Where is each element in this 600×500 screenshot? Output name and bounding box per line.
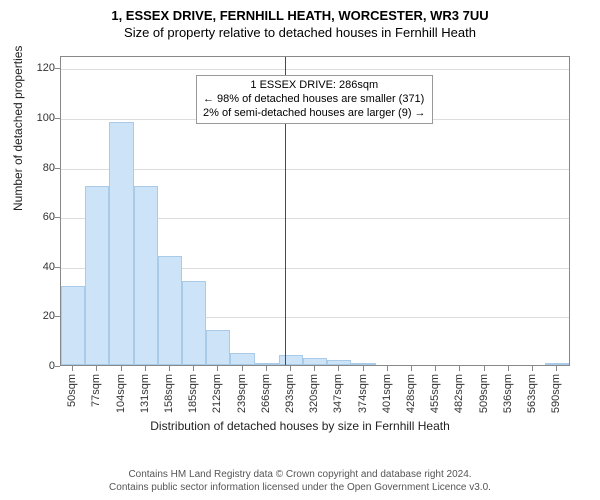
- plot-area: 1 ESSEX DRIVE: 286sqm ← 98% of detached …: [60, 56, 570, 366]
- x-axis-label: Distribution of detached houses by size …: [0, 419, 600, 433]
- histogram-bar: [109, 122, 133, 365]
- x-tick-label: 185sqm: [187, 374, 199, 413]
- y-tick-label: 20: [0, 310, 55, 322]
- x-tick-label: 455sqm: [429, 374, 441, 413]
- x-tick-label: 158sqm: [163, 374, 175, 413]
- histogram-bar: [85, 186, 109, 365]
- y-tick-label: 40: [0, 261, 55, 273]
- x-tick-mark: [459, 366, 460, 371]
- x-tick-label: 590sqm: [550, 374, 562, 413]
- y-tick-mark: [55, 118, 60, 119]
- annot-line-1: 1 ESSEX DRIVE: 286sqm: [203, 79, 426, 93]
- y-tick-mark: [55, 267, 60, 268]
- x-tick-mark: [96, 366, 97, 371]
- histogram-bar: [182, 281, 206, 365]
- histogram-bar: [61, 286, 85, 365]
- gridline: [61, 169, 569, 170]
- histogram-bar: [545, 363, 569, 365]
- x-tick-mark: [411, 366, 412, 371]
- x-tick-label: 50sqm: [66, 374, 78, 407]
- x-tick-mark: [121, 366, 122, 371]
- x-tick-label: 428sqm: [405, 374, 417, 413]
- y-tick-label: 80: [0, 162, 55, 174]
- x-tick-label: 131sqm: [139, 374, 151, 413]
- chart-title-address: 1, ESSEX DRIVE, FERNHILL HEATH, WORCESTE…: [0, 0, 600, 23]
- x-tick-mark: [508, 366, 509, 371]
- x-tick-mark: [145, 366, 146, 371]
- histogram-bar: [303, 358, 327, 365]
- footer-attribution: Contains HM Land Registry data © Crown c…: [0, 468, 600, 494]
- histogram-bar: [279, 355, 303, 365]
- histogram-bar: [206, 330, 230, 365]
- annot-line-2: ← 98% of detached houses are smaller (37…: [203, 93, 426, 107]
- histogram-bar: [327, 360, 351, 365]
- x-tick-mark: [193, 366, 194, 371]
- x-tick-label: 104sqm: [115, 374, 127, 413]
- histogram-bar: [351, 363, 375, 365]
- x-tick-label: 239sqm: [236, 374, 248, 413]
- chart-subtitle: Size of property relative to detached ho…: [0, 23, 600, 46]
- x-tick-label: 347sqm: [332, 374, 344, 413]
- histogram-bar: [134, 186, 158, 365]
- x-tick-label: 320sqm: [308, 374, 320, 413]
- annotation-box: 1 ESSEX DRIVE: 286sqm ← 98% of detached …: [196, 75, 433, 124]
- footer-line-1: Contains HM Land Registry data © Crown c…: [0, 468, 600, 481]
- y-tick-mark: [55, 316, 60, 317]
- gridline: [61, 69, 569, 70]
- y-tick-mark: [55, 68, 60, 69]
- x-tick-mark: [217, 366, 218, 371]
- x-tick-mark: [387, 366, 388, 371]
- x-tick-label: 266sqm: [260, 374, 272, 413]
- y-tick-label: 100: [0, 112, 55, 124]
- x-tick-label: 482sqm: [453, 374, 465, 413]
- histogram-bar: [230, 353, 254, 365]
- x-tick-label: 374sqm: [357, 374, 369, 413]
- x-tick-label: 212sqm: [211, 374, 223, 413]
- histogram-bar: [158, 256, 182, 365]
- x-tick-label: 293sqm: [284, 374, 296, 413]
- y-tick-mark: [55, 366, 60, 367]
- x-tick-mark: [266, 366, 267, 371]
- x-tick-mark: [435, 366, 436, 371]
- x-tick-mark: [532, 366, 533, 371]
- x-tick-label: 401sqm: [381, 374, 393, 413]
- annot-line-3: 2% of semi-detached houses are larger (9…: [203, 107, 426, 121]
- y-tick-label: 0: [0, 360, 55, 372]
- x-tick-label: 509sqm: [478, 374, 490, 413]
- x-tick-mark: [484, 366, 485, 371]
- x-tick-mark: [556, 366, 557, 371]
- footer-line-2: Contains public sector information licen…: [0, 481, 600, 494]
- y-tick-label: 120: [0, 62, 55, 74]
- x-tick-mark: [242, 366, 243, 371]
- x-tick-mark: [290, 366, 291, 371]
- x-tick-mark: [363, 366, 364, 371]
- x-tick-mark: [169, 366, 170, 371]
- x-tick-label: 77sqm: [90, 374, 102, 407]
- y-tick-mark: [55, 217, 60, 218]
- x-tick-label: 563sqm: [526, 374, 538, 413]
- y-tick-label: 60: [0, 211, 55, 223]
- x-tick-mark: [72, 366, 73, 371]
- x-tick-label: 536sqm: [502, 374, 514, 413]
- x-tick-mark: [314, 366, 315, 371]
- y-tick-mark: [55, 168, 60, 169]
- histogram-bar: [255, 363, 279, 365]
- x-tick-mark: [338, 366, 339, 371]
- chart-container: Number of detached properties 1 ESSEX DR…: [0, 46, 600, 426]
